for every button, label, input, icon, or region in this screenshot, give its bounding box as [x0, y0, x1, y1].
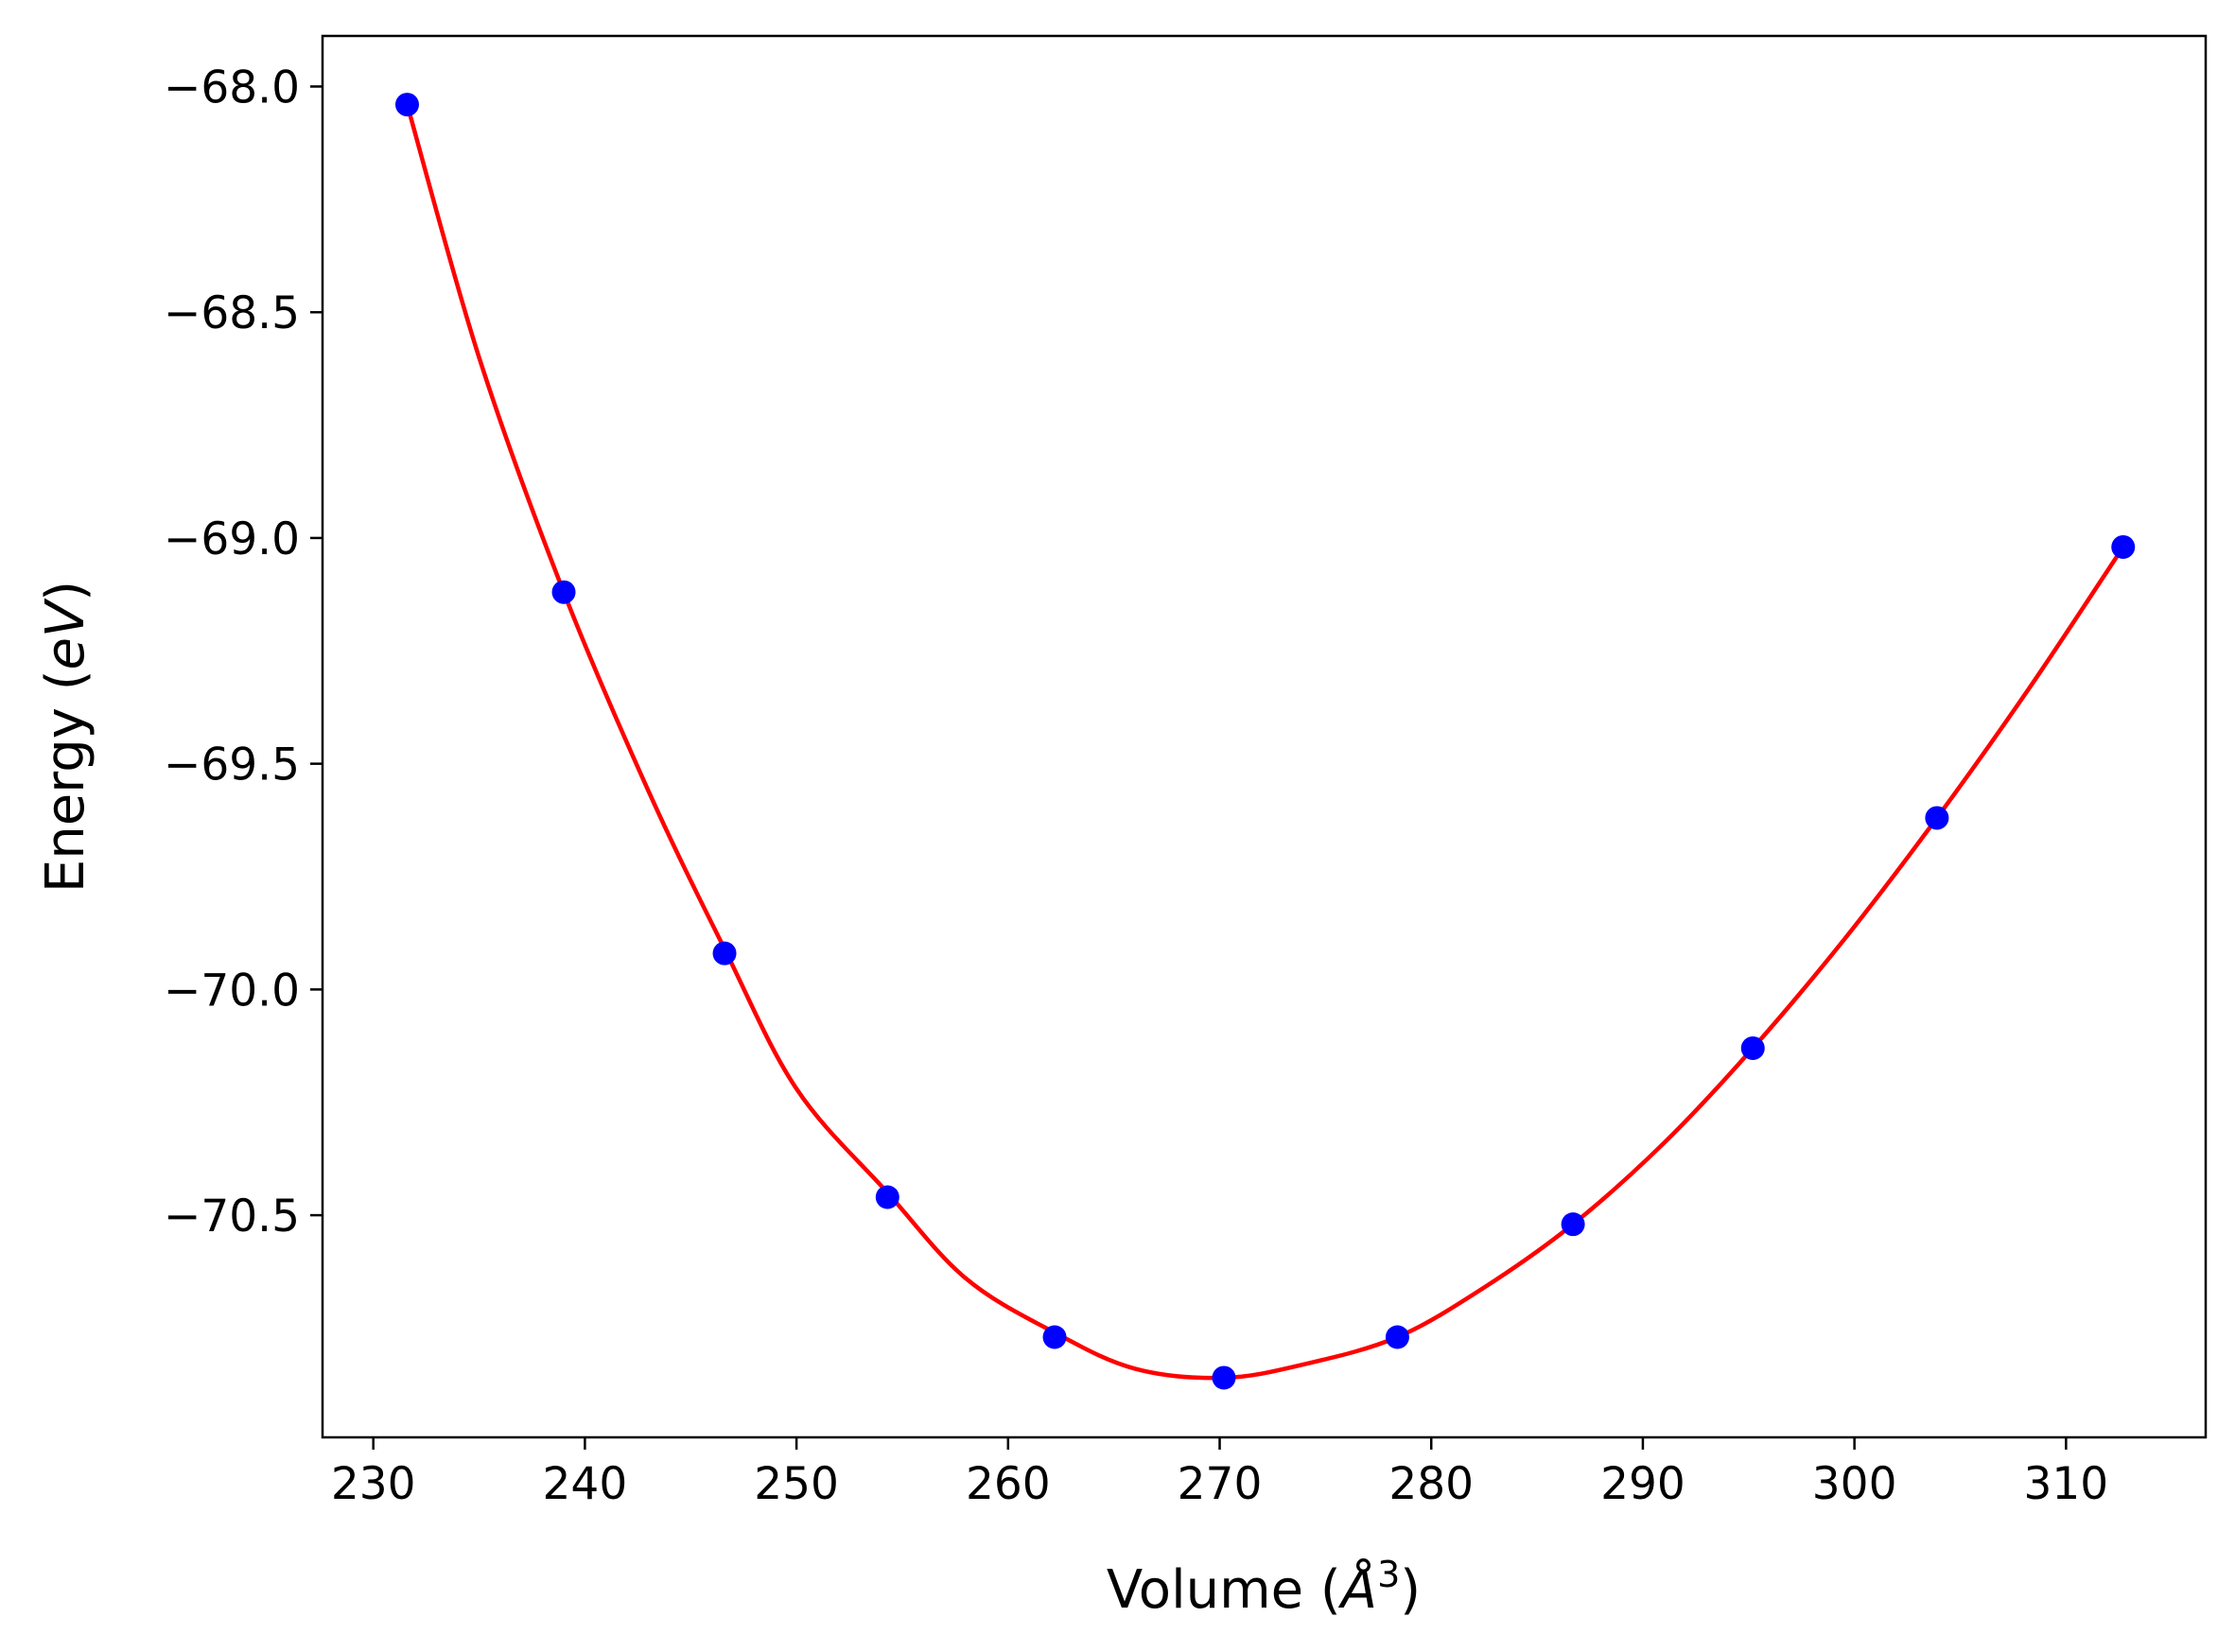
x-tick-label: 230: [331, 1458, 416, 1510]
y-tick-label: −70.5: [164, 1191, 300, 1243]
data-point: [1925, 806, 1949, 830]
data-point: [1740, 1035, 1765, 1060]
y-axis-label: Energy (eV): [35, 581, 96, 893]
x-tick-label: 300: [1812, 1458, 1897, 1510]
data-point: [1042, 1325, 1067, 1349]
fit-curve-line: [405, 103, 2125, 1381]
x-tick-label: 260: [966, 1458, 1051, 1510]
data-point: [712, 941, 737, 965]
x-tick-label: 250: [754, 1458, 839, 1510]
plot-area: [321, 34, 2208, 1439]
y-axis: −68.0 −68.5 −69.0 −69.5 −70.0 −70.5: [164, 61, 323, 1243]
data-point: [394, 93, 419, 117]
x-tick-label: 240: [543, 1458, 628, 1510]
data-point: [551, 580, 576, 604]
y-tick-label: −68.5: [164, 287, 300, 339]
x-axis: 230 240 250 260 270 280 290 300 310: [331, 1437, 2108, 1510]
y-tick-label: −70.0: [164, 965, 300, 1017]
series-layer: [394, 93, 2136, 1390]
data-point: [1212, 1365, 1236, 1390]
data-point: [2111, 534, 2136, 559]
x-tick-label: 290: [1600, 1458, 1685, 1510]
data-point: [1385, 1325, 1409, 1349]
x-tick-label: 280: [1388, 1458, 1474, 1510]
x-tick-label: 270: [1178, 1458, 1263, 1510]
x-tick-label: 310: [2023, 1458, 2108, 1510]
y-tick-label: −68.0: [164, 61, 300, 113]
y-tick-label: −69.0: [164, 513, 300, 565]
data-point: [875, 1185, 899, 1209]
data-point: [1561, 1212, 1585, 1237]
axes-frame: [321, 34, 2208, 1439]
y-tick-label: −69.5: [164, 739, 300, 791]
x-axis-label: Volume (Å3): [1107, 1554, 1421, 1621]
